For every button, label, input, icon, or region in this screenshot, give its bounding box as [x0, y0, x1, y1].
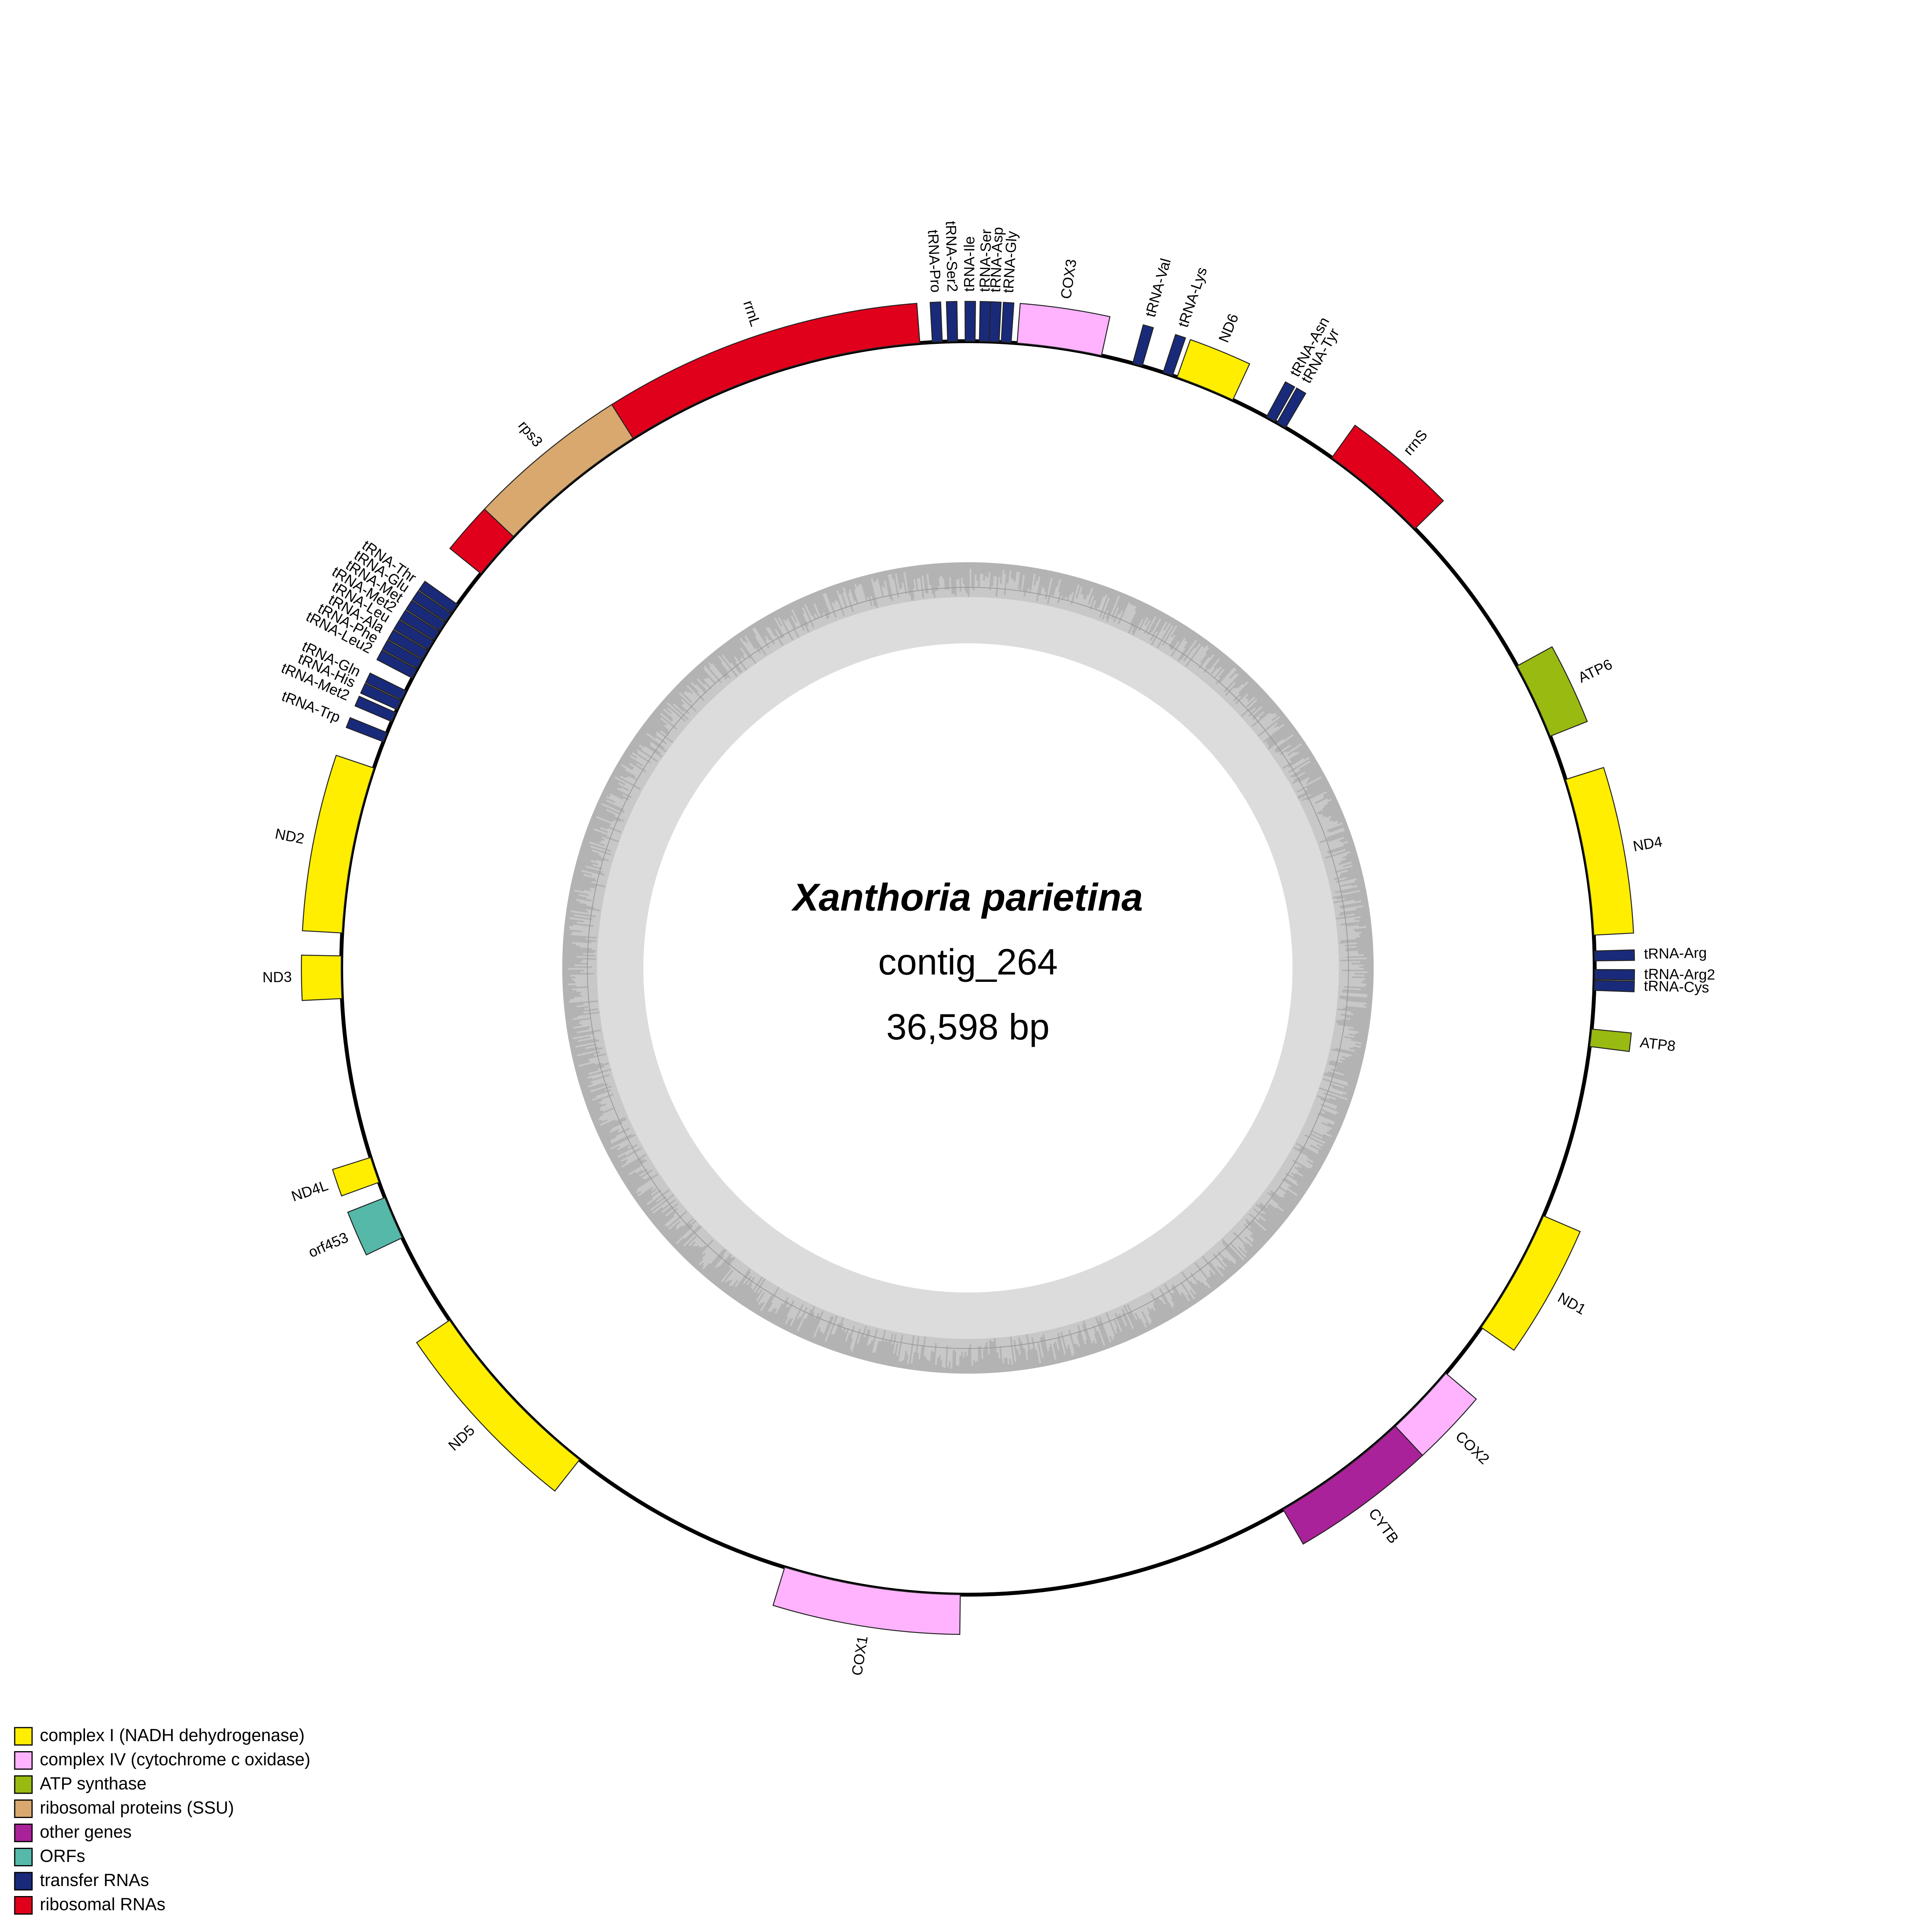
gene-label: tRNA-Val: [1142, 257, 1174, 319]
gene-box: [393, 619, 434, 650]
gene-box: [988, 301, 1002, 343]
gene-box: [1480, 1215, 1581, 1351]
gene-box: [1132, 324, 1154, 367]
gene-label: CYTB: [1365, 1505, 1401, 1546]
gene-label: ND4: [1632, 833, 1663, 855]
legend: complex I (NADH dehydrogenase) complex IV…: [14, 1725, 310, 1915]
gene-box: [1266, 381, 1296, 422]
gene-label: tRNA-Pro: [925, 230, 944, 293]
legend-swatch: [14, 1823, 33, 1842]
legend-swatch: [14, 1896, 33, 1915]
gene-label: ATP6: [1576, 656, 1615, 686]
gene-label: tRNA-Ile: [961, 236, 978, 292]
legend-label: transfer RNAs: [40, 1870, 149, 1890]
legend-label: complex IV (cytochrome c oxidase): [40, 1749, 310, 1769]
gene-label: rps3: [515, 418, 546, 450]
gene-box: [772, 1566, 961, 1635]
gene-box: [1282, 1425, 1423, 1545]
gene-box: [964, 301, 976, 342]
gene-label: ND4L: [289, 1177, 330, 1205]
gene-box: [483, 404, 634, 537]
gene-box: [929, 301, 943, 343]
gene-box: [1516, 646, 1588, 737]
gene-box: [1589, 1028, 1632, 1052]
gene-box: [1000, 302, 1015, 344]
legend-swatch: [14, 1872, 33, 1891]
gene-label: tRNA-Arg: [1644, 945, 1707, 962]
gene-label: tRNA-Lys: [1175, 265, 1210, 329]
legend-label: ribosomal RNAs: [40, 1894, 165, 1914]
gene-label: tRNA-Ser: [977, 229, 995, 292]
gene-box: [345, 717, 388, 743]
gene-label: tRNA-Asp: [987, 227, 1006, 293]
gene-box: [418, 580, 458, 613]
gene-label: rrnL: [740, 299, 764, 328]
gene-box: [1594, 969, 1635, 981]
legend-label: complex I (NADH dehydrogenase): [40, 1725, 304, 1745]
organism-title: Xanthoria parietina: [791, 876, 1143, 919]
gene-box: [399, 609, 440, 641]
gene-label: COX3: [1058, 258, 1080, 300]
legend-swatch: [14, 1848, 33, 1866]
gene-box: [332, 1156, 380, 1197]
genome-length: 36,598 bp: [886, 1007, 1050, 1048]
gene-label: tRNA-Gly: [1000, 231, 1020, 294]
gc-midline: [587, 587, 1349, 1349]
gene-box: [1565, 767, 1634, 936]
gene-box: [979, 301, 991, 342]
gene-box: [1331, 424, 1444, 529]
gene-label: rrnS: [1400, 427, 1431, 459]
legend-swatch: [14, 1751, 33, 1770]
gene-box: [449, 508, 514, 574]
gene-box: [1176, 339, 1250, 401]
legend-label: ribosomal proteins (SSU): [40, 1798, 234, 1817]
gene-label: orf453: [306, 1230, 351, 1261]
gene-label: COX1: [849, 1635, 871, 1677]
gene-box: [365, 672, 406, 701]
gene-box: [416, 1319, 580, 1492]
gene-label: ND3: [262, 969, 292, 986]
gene-box: [1594, 980, 1635, 993]
legend-label: ORFs: [40, 1846, 85, 1866]
gene-box: [376, 650, 418, 679]
gene-label: ND6: [1216, 311, 1242, 345]
gene-box: [946, 301, 958, 342]
gene-box: [1016, 303, 1111, 356]
contig-name: contig_264: [878, 942, 1058, 983]
gene-box: [405, 600, 446, 632]
gene-label: ATP8: [1639, 1034, 1676, 1054]
legend-label: other genes: [40, 1822, 132, 1842]
gene-label: tRNA-Arg2: [1644, 966, 1715, 983]
gene-box: [1162, 334, 1186, 376]
gene-label: COX2: [1452, 1428, 1492, 1468]
gene-box: [354, 696, 396, 722]
gene-label: tRNA-Cys: [1644, 978, 1709, 996]
gene-label: ND2: [274, 826, 306, 847]
legend-swatch: [14, 1799, 33, 1818]
gene-box: [360, 683, 402, 710]
gene-label: ND5: [446, 1422, 478, 1454]
gene-box: [387, 629, 429, 660]
gene-label: tRNA-Ser2: [942, 221, 960, 292]
legend-swatch: [14, 1775, 33, 1794]
gene-box: [611, 303, 920, 439]
gene-box: [301, 954, 343, 1001]
legend-label: ATP synthase: [40, 1774, 146, 1793]
gene-box: [1594, 949, 1635, 961]
gene-box: [347, 1197, 403, 1256]
gene-box: [302, 755, 375, 934]
legend-swatch: [14, 1727, 33, 1746]
gene-box: [412, 590, 452, 622]
gene-label: ND1: [1555, 1289, 1588, 1318]
gene-box: [1276, 387, 1306, 429]
inner-disc: [643, 643, 1293, 1293]
gene-box: [382, 639, 423, 669]
